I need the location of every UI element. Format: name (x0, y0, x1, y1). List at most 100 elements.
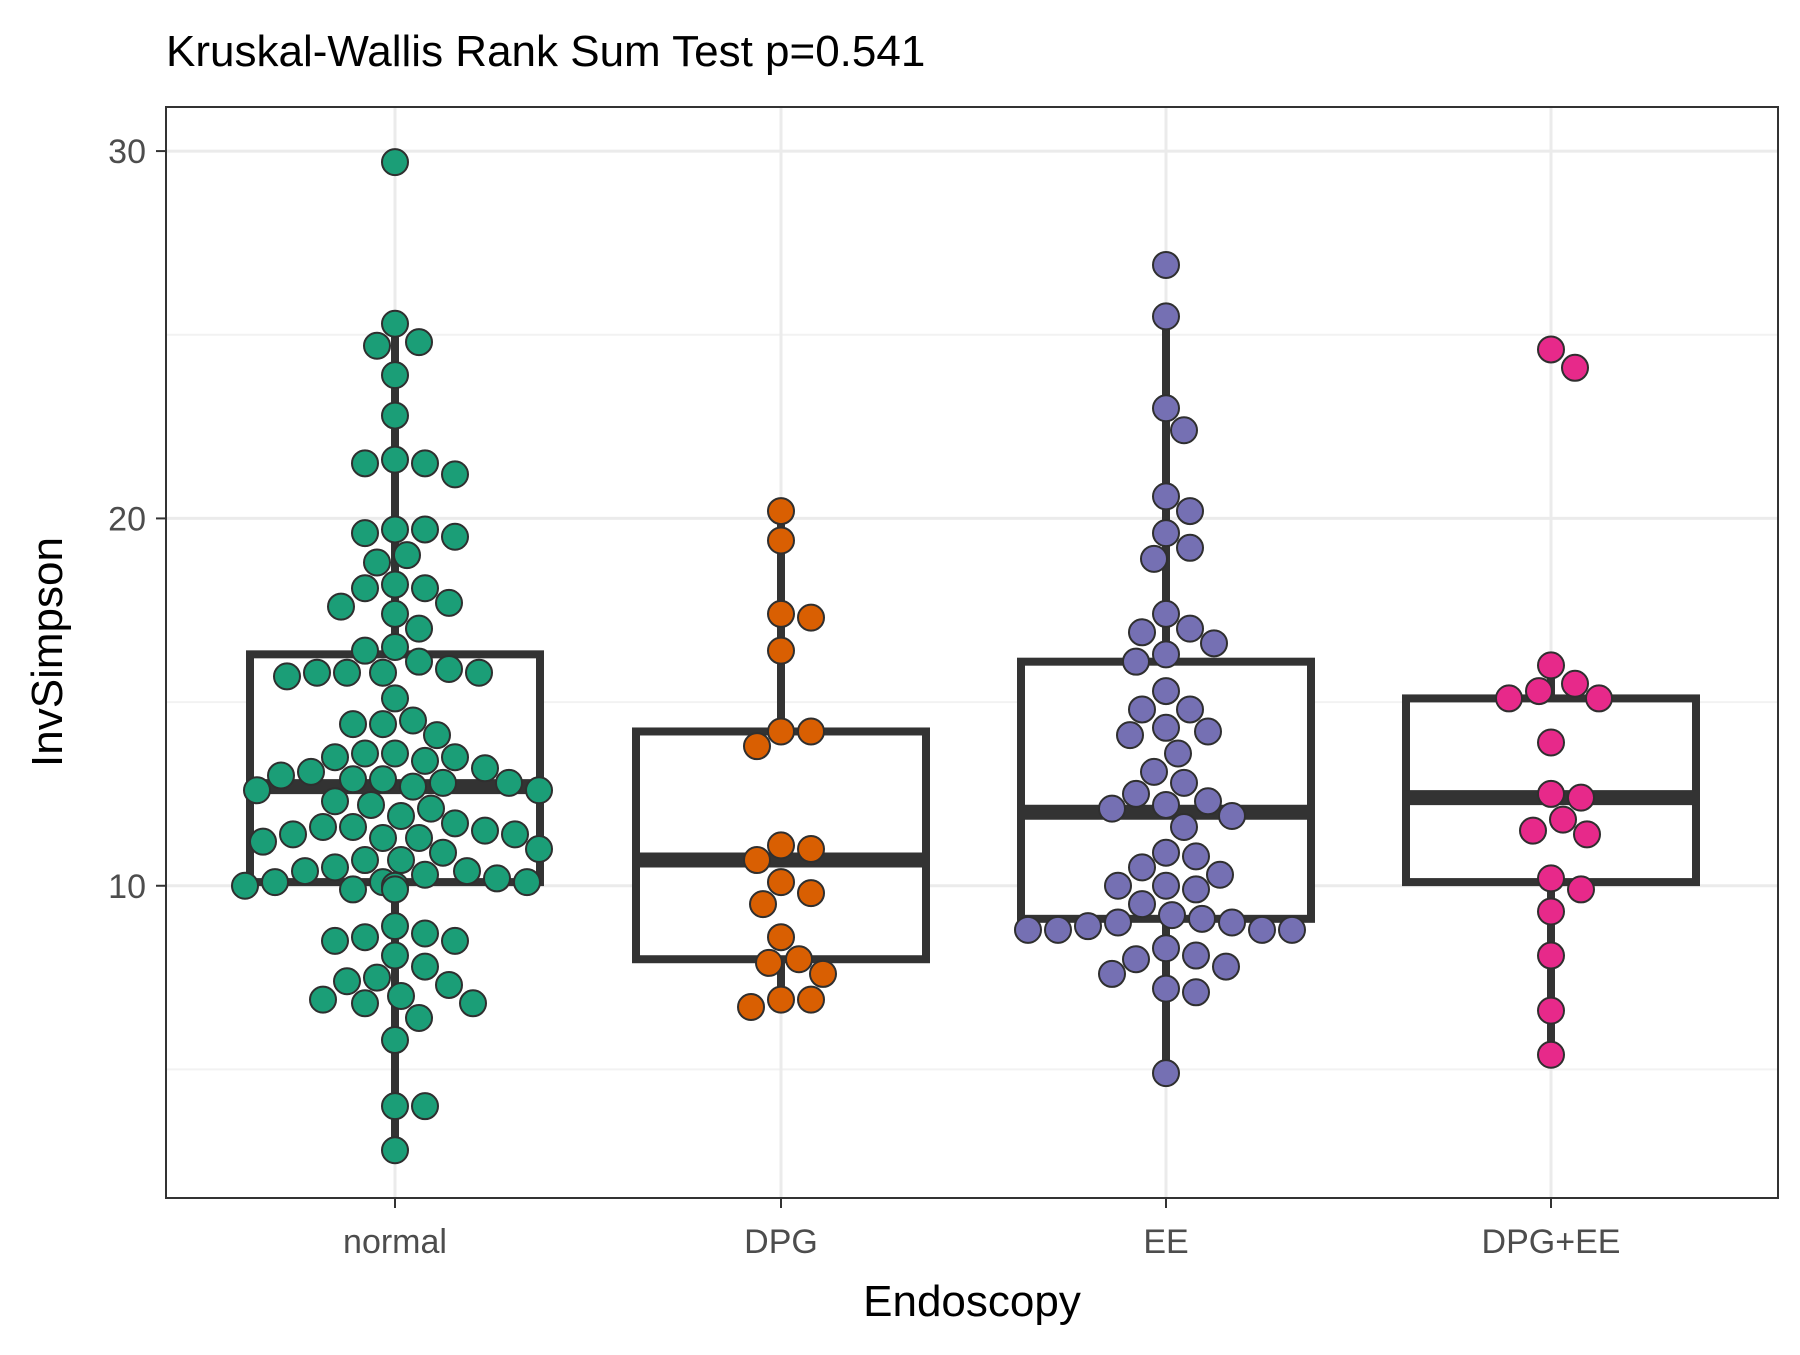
data-point (369, 658, 397, 687)
data-point (1098, 794, 1126, 823)
data-point (429, 768, 457, 797)
data-point (1537, 728, 1565, 757)
data-point (1152, 838, 1180, 867)
data-point (1122, 647, 1150, 676)
data-point (1074, 912, 1102, 941)
data-point (471, 816, 499, 845)
data-point (1152, 934, 1180, 963)
data-point (381, 309, 409, 338)
data-point (1561, 669, 1589, 698)
data-point (303, 658, 331, 687)
data-point (809, 959, 837, 988)
data-point (339, 765, 367, 794)
data-point (411, 574, 439, 603)
data-point (411, 860, 439, 889)
data-point (1549, 805, 1577, 834)
data-point (1182, 875, 1210, 904)
data-point (1537, 779, 1565, 808)
y-tick-label: 10 (108, 868, 146, 906)
data-point (321, 787, 349, 816)
data-point (1014, 915, 1042, 944)
data-point (309, 812, 337, 841)
data-point (1495, 684, 1523, 713)
data-point (1537, 897, 1565, 926)
data-point (1567, 783, 1595, 812)
data-point (1182, 941, 1210, 970)
x-tick-label: DPG+EE (1482, 1223, 1621, 1261)
data-point (297, 757, 325, 786)
data-point (1140, 544, 1168, 573)
data-point (767, 636, 795, 665)
data-point (1122, 945, 1150, 974)
data-point (249, 827, 277, 856)
data-point (1152, 871, 1180, 900)
data-point (441, 460, 469, 489)
data-point (767, 717, 795, 746)
data-point (351, 989, 379, 1018)
data-point (1152, 482, 1180, 511)
data-point (363, 548, 391, 577)
data-point (411, 449, 439, 478)
data-point (243, 776, 271, 805)
data-point (1194, 717, 1222, 746)
data-point (1176, 497, 1204, 526)
data-point (381, 1092, 409, 1121)
data-point (767, 599, 795, 628)
data-point (1206, 860, 1234, 889)
data-point (339, 812, 367, 841)
data-point (1128, 853, 1156, 882)
data-point (1152, 1059, 1180, 1088)
data-point (743, 732, 771, 761)
data-point (1116, 721, 1144, 750)
data-point (1152, 599, 1180, 628)
x-tick-label: normal (343, 1223, 447, 1261)
data-point (1140, 757, 1168, 786)
data-point (357, 790, 385, 819)
data-point (231, 871, 259, 900)
data-point (1218, 801, 1246, 830)
data-point (411, 746, 439, 775)
data-point (1158, 901, 1186, 930)
x-tick-label: DPG (744, 1223, 818, 1261)
data-point (1170, 812, 1198, 841)
data-point (1152, 974, 1180, 1003)
data-point (333, 658, 361, 687)
data-point (387, 846, 415, 875)
data-point (381, 148, 409, 177)
data-point (1537, 651, 1565, 680)
data-point (1170, 768, 1198, 797)
data-point (381, 401, 409, 430)
data-point (743, 846, 771, 875)
data-point (1573, 820, 1601, 849)
plot-border (165, 106, 1779, 1199)
data-point (1104, 871, 1132, 900)
data-point (441, 926, 469, 955)
data-point (1152, 302, 1180, 331)
data-point (351, 739, 379, 768)
data-point (435, 970, 463, 999)
data-point (387, 801, 415, 830)
data-point (1128, 890, 1156, 919)
data-point (1176, 695, 1204, 724)
data-point (1128, 695, 1156, 724)
y-tick-label: 20 (108, 500, 146, 538)
data-point (1567, 875, 1595, 904)
data-point (767, 497, 795, 526)
data-point (737, 992, 765, 1021)
data-point (441, 809, 469, 838)
data-point (1152, 640, 1180, 669)
data-point (513, 868, 541, 897)
data-point (267, 761, 295, 790)
x-tick-label: EE (1143, 1223, 1188, 1261)
data-point (381, 632, 409, 661)
data-point (525, 835, 553, 864)
data-point (755, 948, 783, 977)
data-point (525, 776, 553, 805)
data-point (1152, 713, 1180, 742)
data-point (1525, 677, 1553, 706)
data-point (387, 981, 415, 1010)
data-point (435, 588, 463, 617)
data-point (1122, 779, 1150, 808)
data-point (405, 328, 433, 357)
data-point (411, 515, 439, 544)
